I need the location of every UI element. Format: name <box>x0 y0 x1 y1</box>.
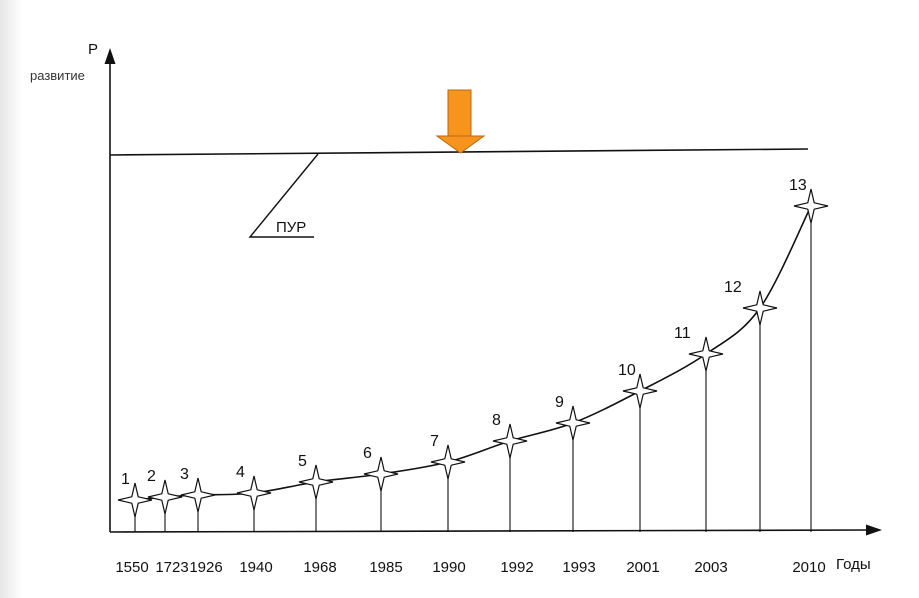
point-label: 2 <box>147 468 156 485</box>
point-marker <box>117 482 153 518</box>
indicator-arrow <box>435 89 486 154</box>
point-marker <box>298 464 334 500</box>
point-marker <box>180 477 216 513</box>
x-axis-label: Годы <box>836 556 871 573</box>
x-tick-label: 1992 <box>500 559 533 576</box>
point-label: 8 <box>492 412 501 429</box>
x-tick-label: 1968 <box>303 559 336 576</box>
point-label: 12 <box>724 279 742 296</box>
y-axis-label: Р <box>88 41 98 58</box>
x-tick-labels: 1550 1723 1926 1940 1968 1985 1990 1992 1993 2001… <box>115 559 825 576</box>
x-tick-label: 1940 <box>239 559 272 576</box>
left-edge-shadow <box>0 0 22 598</box>
point-label: 5 <box>298 453 307 470</box>
x-tick-label: 1985 <box>369 559 402 576</box>
point-marker <box>363 456 399 492</box>
x-tick-label: 1723 <box>155 559 188 576</box>
point-label: 13 <box>789 177 807 194</box>
x-tick-label: 2010 <box>792 559 825 576</box>
x-axis-arrow <box>866 524 882 536</box>
x-axis <box>109 529 871 533</box>
point-label: 3 <box>180 466 189 483</box>
y-axis-sublabel: развитие <box>30 68 85 83</box>
point-label: 10 <box>618 362 636 379</box>
point-label: 6 <box>363 445 372 462</box>
point-label: 1 <box>121 471 130 488</box>
x-tick-label: 1926 <box>189 559 222 576</box>
point-marker <box>430 444 466 480</box>
point-label: 9 <box>555 394 564 411</box>
level-line-label: ПУР <box>276 219 306 236</box>
indicator-arrow-head <box>435 135 486 154</box>
level-line-leader <box>248 153 319 238</box>
point-marker <box>236 475 272 511</box>
level-line-group: ПУР <box>109 148 809 238</box>
point-marker <box>555 405 591 441</box>
point-marker <box>742 290 778 326</box>
point-marker <box>688 336 724 372</box>
indicator-arrow-shaft <box>447 89 472 137</box>
x-tick-label: 1990 <box>432 559 465 576</box>
y-axis-arrow <box>104 48 116 64</box>
x-tick-label: 1550 <box>115 559 148 576</box>
x-tick-label: 1993 <box>562 559 595 576</box>
point-marker <box>793 188 829 224</box>
x-tick-label: 2001 <box>626 559 659 576</box>
point-label: 4 <box>236 464 245 481</box>
point-label: 7 <box>430 433 439 450</box>
point-marker <box>622 373 658 409</box>
point-marker <box>492 423 528 459</box>
point-marker <box>147 479 183 515</box>
x-tick-label: 2003 <box>694 559 727 576</box>
point-label: 11 <box>674 325 691 342</box>
axes <box>104 48 882 536</box>
